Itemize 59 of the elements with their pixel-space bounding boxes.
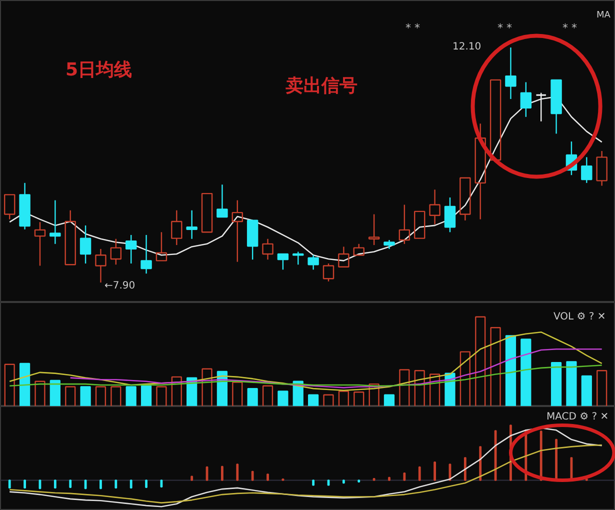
text: * * <box>498 22 512 34</box>
candlestick <box>140 234 152 274</box>
bar <box>414 370 425 406</box>
candlestick <box>308 254 319 270</box>
bar <box>262 385 274 406</box>
bar <box>156 386 167 406</box>
bar <box>323 394 334 406</box>
candlestick <box>80 224 92 264</box>
bar <box>202 368 212 406</box>
candlestick <box>19 182 30 230</box>
bar <box>520 338 532 406</box>
candlestick <box>474 123 486 220</box>
text: MA <box>596 10 612 20</box>
bar <box>596 370 608 406</box>
bar <box>581 375 592 406</box>
bar <box>338 390 349 406</box>
bar <box>384 394 395 406</box>
bar <box>34 380 46 406</box>
bar <box>399 369 410 406</box>
bar <box>354 392 364 406</box>
bar <box>95 386 106 406</box>
candlestick <box>95 248 106 284</box>
bar <box>247 388 258 406</box>
bar <box>19 362 30 406</box>
text: MACD ⚙ ? ✕ <box>546 412 609 422</box>
bar <box>566 361 577 406</box>
bar <box>50 380 60 406</box>
bar <box>171 376 182 406</box>
bar <box>278 390 288 406</box>
bar <box>110 386 122 406</box>
bar <box>368 383 380 406</box>
bar <box>126 386 136 406</box>
candlestick <box>429 189 440 225</box>
bar <box>186 377 198 406</box>
bar <box>475 316 486 406</box>
bar <box>550 362 562 406</box>
bar <box>505 335 516 406</box>
bar <box>232 382 243 406</box>
candlestick <box>262 238 274 260</box>
text: * * <box>562 22 578 34</box>
bar <box>65 386 76 406</box>
bar <box>140 385 152 406</box>
bar <box>4 364 15 406</box>
bar <box>429 374 440 406</box>
candlestick <box>50 200 61 245</box>
bar <box>308 394 319 406</box>
annotation: 卖出信号 <box>286 76 358 96</box>
candlestick <box>505 46 516 100</box>
bar <box>490 327 501 406</box>
candlestick <box>596 150 608 186</box>
annotation: 12.10 <box>452 42 482 52</box>
bar <box>460 351 470 406</box>
candlestick <box>232 200 243 262</box>
annotation: VOL ⚙ ? ✕ <box>554 312 606 322</box>
annotation: ←7.90 <box>104 280 136 292</box>
bar <box>80 386 91 406</box>
annotation: 5日均线 <box>66 60 132 80</box>
text: * * <box>406 22 420 34</box>
candlestick <box>186 210 198 240</box>
